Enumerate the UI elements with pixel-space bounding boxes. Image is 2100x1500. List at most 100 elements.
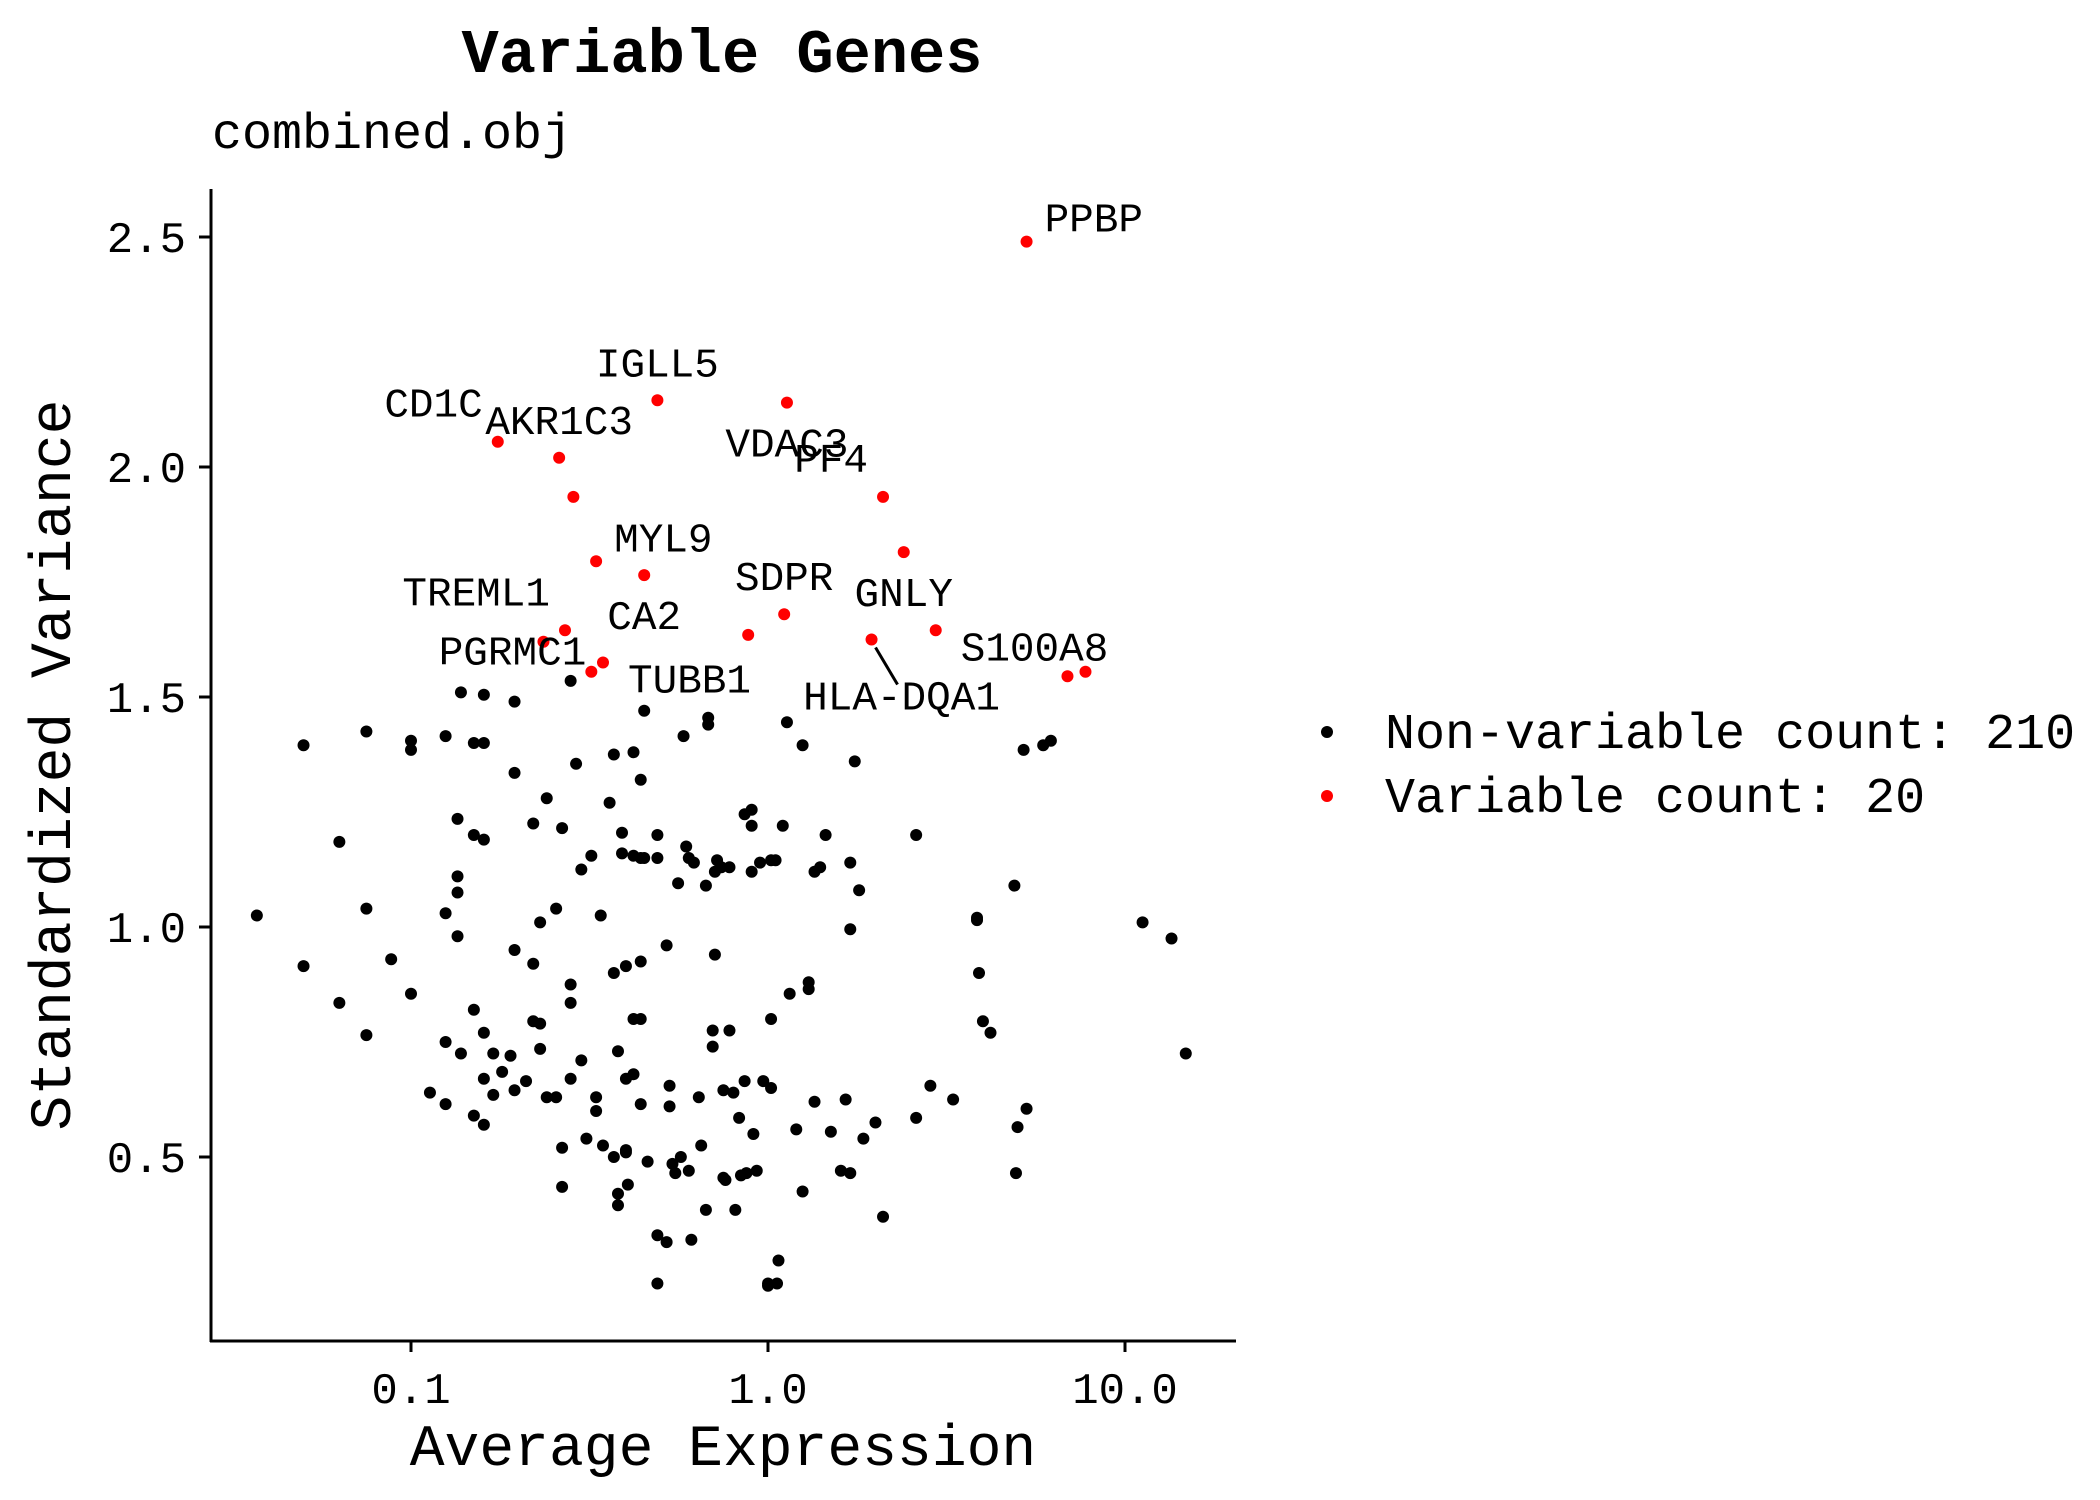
data-point-non-variable <box>976 1015 989 1028</box>
data-point-non-variable <box>747 1128 760 1140</box>
y-tick-label: 2.5 <box>107 216 186 266</box>
data-point-non-variable <box>660 939 673 952</box>
data-point-variable <box>780 396 793 409</box>
data-point-non-variable <box>754 856 767 869</box>
data-point-non-variable <box>550 902 563 915</box>
data-point-non-variable <box>619 1146 632 1159</box>
data-point-non-variable <box>947 1093 960 1106</box>
gene-label: SDPR <box>735 557 833 603</box>
data-point-non-variable <box>439 1036 452 1048</box>
data-point-non-variable <box>467 1003 480 1016</box>
data-point-non-variable <box>634 955 647 968</box>
data-point-non-variable <box>439 1098 452 1111</box>
y-tick-label: 2.0 <box>107 446 186 496</box>
data-point-non-variable <box>677 730 690 743</box>
data-point-non-variable <box>973 967 986 979</box>
data-point-non-variable <box>729 1203 742 1216</box>
data-point-non-variable <box>634 773 647 786</box>
data-point-non-variable <box>477 1072 490 1085</box>
gene-label: HLA-DQA1 <box>803 677 1000 723</box>
gene-label: AKR1C3 <box>485 401 633 447</box>
chart-title: Variable Genes <box>462 20 983 91</box>
legend-marker-non-variable <box>1321 726 1333 738</box>
data-point-non-variable <box>857 1132 870 1145</box>
data-point-non-variable <box>651 1277 664 1290</box>
data-point-non-variable <box>405 734 417 747</box>
data-point-non-variable <box>556 1180 569 1193</box>
gene-label: CA2 <box>607 596 681 642</box>
data-point-non-variable <box>910 829 923 841</box>
data-point-non-variable <box>575 1054 588 1067</box>
y-axis-title: Standardized Variance <box>23 400 88 1131</box>
data-point-variable <box>491 435 504 448</box>
data-point-non-variable <box>669 1167 682 1180</box>
data-point-non-variable <box>454 1047 467 1060</box>
data-point-non-variable <box>611 1045 624 1058</box>
data-point-non-variable <box>534 1017 547 1030</box>
data-point-non-variable <box>844 923 857 936</box>
data-point-non-variable <box>1136 916 1149 929</box>
data-point-non-variable <box>757 1075 770 1088</box>
data-point-non-variable <box>745 819 758 832</box>
data-point-non-variable <box>619 960 632 973</box>
legend-label-non-variable: Non-variable count: 210 <box>1385 707 2075 764</box>
data-point-non-variable <box>869 1116 882 1129</box>
data-point-non-variable <box>719 1174 732 1186</box>
data-point-non-variable <box>467 1109 480 1122</box>
data-point-variable <box>558 624 571 637</box>
data-point-non-variable <box>702 718 715 731</box>
gene-label: PPBP <box>1045 199 1143 245</box>
data-point-non-variable <box>682 1164 695 1177</box>
data-point-non-variable <box>603 796 616 809</box>
data-point-non-variable <box>534 916 547 929</box>
data-point-non-variable <box>423 1086 436 1099</box>
data-point-non-variable <box>607 748 620 761</box>
data-point-non-variable <box>467 737 480 749</box>
axis-ticks: 0.1 1.0 10.0 0.5 1.0 1.5 2.0 2.5 <box>107 216 1178 1417</box>
chart-subtitle: combined.obj <box>212 107 572 164</box>
gene-label: S100A8 <box>961 627 1109 673</box>
data-point-non-variable <box>297 960 310 973</box>
data-point-variable <box>897 546 910 559</box>
data-point-non-variable <box>621 1178 634 1191</box>
data-point-non-variable <box>971 914 984 927</box>
data-point-non-variable <box>727 1086 740 1099</box>
data-point-non-variable <box>666 1157 679 1170</box>
data-point-non-variable <box>570 757 583 770</box>
data-point-non-variable <box>708 948 721 961</box>
data-point-non-variable <box>750 1164 763 1177</box>
data-point-non-variable <box>692 1091 705 1104</box>
data-point-non-variable <box>508 766 521 779</box>
data-point-non-variable <box>839 1093 852 1106</box>
data-point-non-variable <box>674 1151 687 1163</box>
data-point-non-variable <box>660 1236 673 1249</box>
data-point-non-variable <box>405 987 417 1000</box>
data-point-non-variable <box>740 1167 753 1180</box>
data-point-non-variable <box>706 1024 719 1037</box>
data-point-non-variable <box>634 1013 647 1025</box>
data-point-variable <box>537 635 550 648</box>
y-tick-label: 1.0 <box>107 906 186 956</box>
data-point-non-variable <box>924 1079 937 1092</box>
gene-label: PF4 <box>794 439 868 485</box>
data-point-non-variable <box>451 812 464 825</box>
data-point-non-variable <box>508 695 521 708</box>
data-point-non-variable <box>796 1185 809 1198</box>
data-point-variable <box>1020 235 1033 248</box>
data-point-variable <box>929 624 942 637</box>
data-point-non-variable <box>564 996 577 1009</box>
data-point-non-variable <box>477 688 490 701</box>
data-point-non-variable <box>765 1013 778 1025</box>
data-point-non-variable <box>634 1098 647 1111</box>
data-point-non-variable <box>877 1210 890 1223</box>
gene-label: GNLY <box>855 573 953 619</box>
data-point-non-variable <box>540 792 553 805</box>
data-point-non-variable <box>672 877 685 890</box>
data-point-variable <box>1079 665 1092 678</box>
data-point-non-variable <box>745 865 758 878</box>
y-tick-label: 1.5 <box>107 676 186 726</box>
data-point-non-variable <box>1017 743 1030 756</box>
data-point-variable <box>597 656 610 669</box>
data-point-non-variable <box>580 1132 593 1145</box>
